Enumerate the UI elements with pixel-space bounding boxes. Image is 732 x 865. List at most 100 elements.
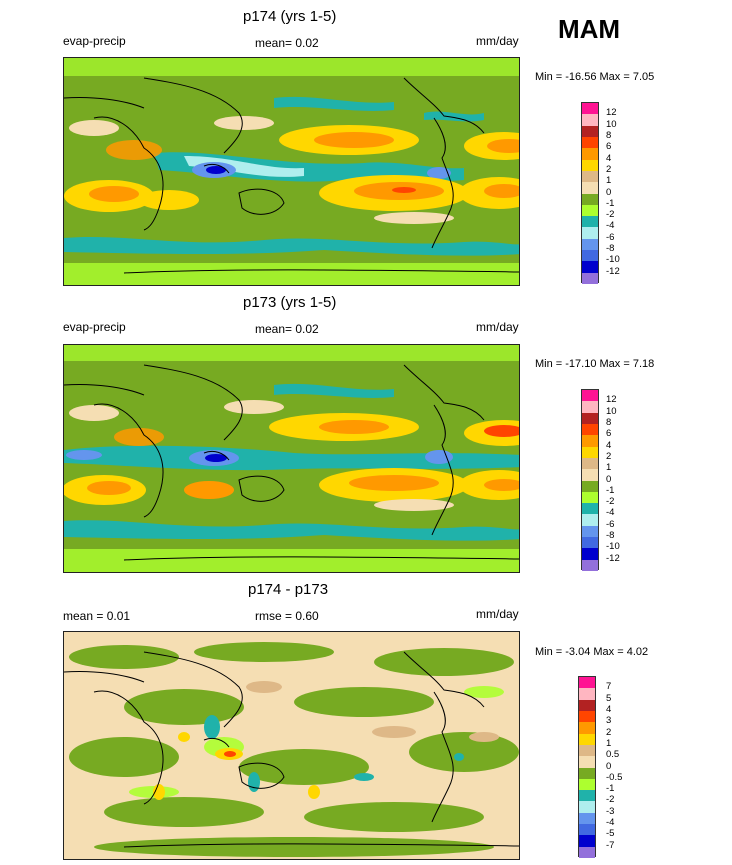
colorbar-swatch: [582, 491, 598, 504]
colorbar-tick-label: -2: [606, 209, 615, 221]
colorbar-tick-label: 8: [606, 129, 612, 141]
colorbar-swatch: [582, 261, 598, 273]
colorbar-swatch: [579, 801, 595, 813]
colorbar-tick-label: -12: [606, 265, 620, 277]
colorbar-tick-label: 7: [606, 681, 612, 693]
colorbar-tick-label: 1: [606, 462, 612, 474]
colorbar-tick-label: 8: [606, 416, 612, 428]
colorbar-tick-label: -6: [606, 518, 615, 530]
colorbar-swatch: [582, 125, 598, 137]
colorbar-swatch: [582, 204, 598, 217]
panel3-units: mm/day: [476, 607, 519, 621]
colorbar-swatch: [582, 469, 598, 481]
colorbar-swatch: [579, 767, 595, 779]
colorbar-swatch: [582, 525, 598, 538]
panel1-map-svg: [64, 58, 519, 285]
colorbar-tick-label: -10: [606, 254, 620, 266]
panel3-mean: mean = 0.01: [63, 609, 131, 623]
colorbar-tick-label: 4: [606, 152, 612, 164]
colorbar-tick-label: -10: [606, 541, 620, 553]
colorbar-tick-label: 10: [606, 118, 617, 130]
panel1-map: [63, 57, 520, 286]
colorbar-tick-label: 2: [606, 726, 612, 738]
colorbar-swatch: [582, 390, 598, 402]
colorbar-swatch: [582, 446, 598, 458]
colorbar-swatch: [582, 136, 598, 149]
colorbar-tick-label: -12: [606, 552, 620, 564]
colorbar-tick-label: -4: [606, 220, 615, 232]
panel3-minmax: Min = -3.04 Max = 4.02: [535, 646, 649, 658]
panel3-map: [63, 631, 520, 860]
colorbar-tick-label: -2: [606, 496, 615, 508]
colorbar-tick-label: -8: [606, 530, 615, 542]
colorbar-swatch: [579, 744, 595, 757]
colorbar-tick-label: 2: [606, 450, 612, 462]
colorbar-tick-label: -3: [606, 805, 615, 817]
colorbar-swatch: [582, 480, 598, 492]
colorbar-tick-label: -2: [606, 794, 615, 806]
colorbar-tick-label: 0: [606, 473, 612, 485]
colorbar-swatch: [579, 835, 595, 847]
colorbar-swatch: [579, 812, 595, 825]
panel2-map: [63, 344, 520, 573]
colorbar-swatch: [582, 514, 598, 526]
colorbar-swatch: [582, 559, 598, 571]
panel1-title: p174 (yrs 1-5): [243, 8, 337, 25]
colorbar-swatch: [582, 216, 598, 228]
panel1-colorbar: [581, 102, 599, 284]
colorbar-swatch: [582, 114, 598, 126]
colorbar-swatch: [579, 778, 595, 791]
colorbar-swatch: [579, 824, 595, 836]
panel1-mean: mean= 0.02: [255, 36, 319, 50]
colorbar-swatch: [582, 548, 598, 560]
colorbar-swatch: [582, 412, 598, 424]
panel2-map-svg: [64, 345, 519, 572]
colorbar-tick-label: -1: [606, 783, 615, 795]
colorbar-tick-label: -7: [606, 839, 615, 851]
colorbar-tick-label: -4: [606, 507, 615, 519]
colorbar-swatch: [582, 227, 598, 239]
panel2-left-label: evap-precip: [63, 320, 126, 334]
panel2-title: p173 (yrs 1-5): [243, 294, 337, 311]
panel3-title: p174 - p173: [248, 581, 329, 598]
colorbar-swatch: [579, 699, 595, 711]
colorbar-tick-label: 5: [606, 692, 612, 704]
colorbar-swatch: [582, 457, 598, 470]
colorbar-tick-label: 6: [606, 141, 612, 153]
colorbar-tick-label: 12: [606, 107, 617, 119]
colorbar-swatch: [579, 756, 595, 768]
colorbar-tick-label: 10: [606, 405, 617, 417]
colorbar-swatch: [582, 537, 598, 549]
colorbar-swatch: [582, 423, 598, 436]
colorbar-tick-label: -0.5: [606, 771, 623, 783]
colorbar-tick-label: -8: [606, 243, 615, 255]
colorbar-tick-label: 2: [606, 163, 612, 175]
colorbar-swatch: [579, 733, 595, 745]
colorbar-tick-label: 12: [606, 394, 617, 406]
colorbar-swatch: [582, 170, 598, 183]
colorbar-swatch: [579, 677, 595, 689]
colorbar-swatch: [582, 238, 598, 251]
colorbar-tick-label: -4: [606, 817, 615, 829]
colorbar-tick-label: 6: [606, 428, 612, 440]
season-label: MAM: [558, 14, 621, 44]
colorbar-tick-label: -6: [606, 231, 615, 243]
colorbar-swatch: [582, 159, 598, 171]
colorbar-tick-label: 0.5: [606, 749, 620, 761]
colorbar-tick-label: 0: [606, 760, 612, 772]
colorbar-tick-label: 0: [606, 186, 612, 198]
colorbar-swatch: [582, 103, 598, 115]
colorbar-swatch: [582, 272, 598, 284]
panel3-rmse: rmse = 0.60: [255, 609, 319, 623]
panel1-left-label: evap-precip: [63, 34, 126, 48]
colorbar-swatch: [579, 710, 595, 723]
panel2-colorbar: [581, 389, 599, 571]
colorbar-tick-label: 4: [606, 439, 612, 451]
colorbar-tick-label: 4: [606, 703, 612, 715]
colorbar-swatch: [582, 401, 598, 413]
colorbar-swatch: [582, 193, 598, 205]
panel1-units: mm/day: [476, 34, 519, 48]
colorbar-swatch: [582, 148, 598, 160]
colorbar-swatch: [579, 790, 595, 802]
colorbar-tick-label: 1: [606, 175, 612, 187]
